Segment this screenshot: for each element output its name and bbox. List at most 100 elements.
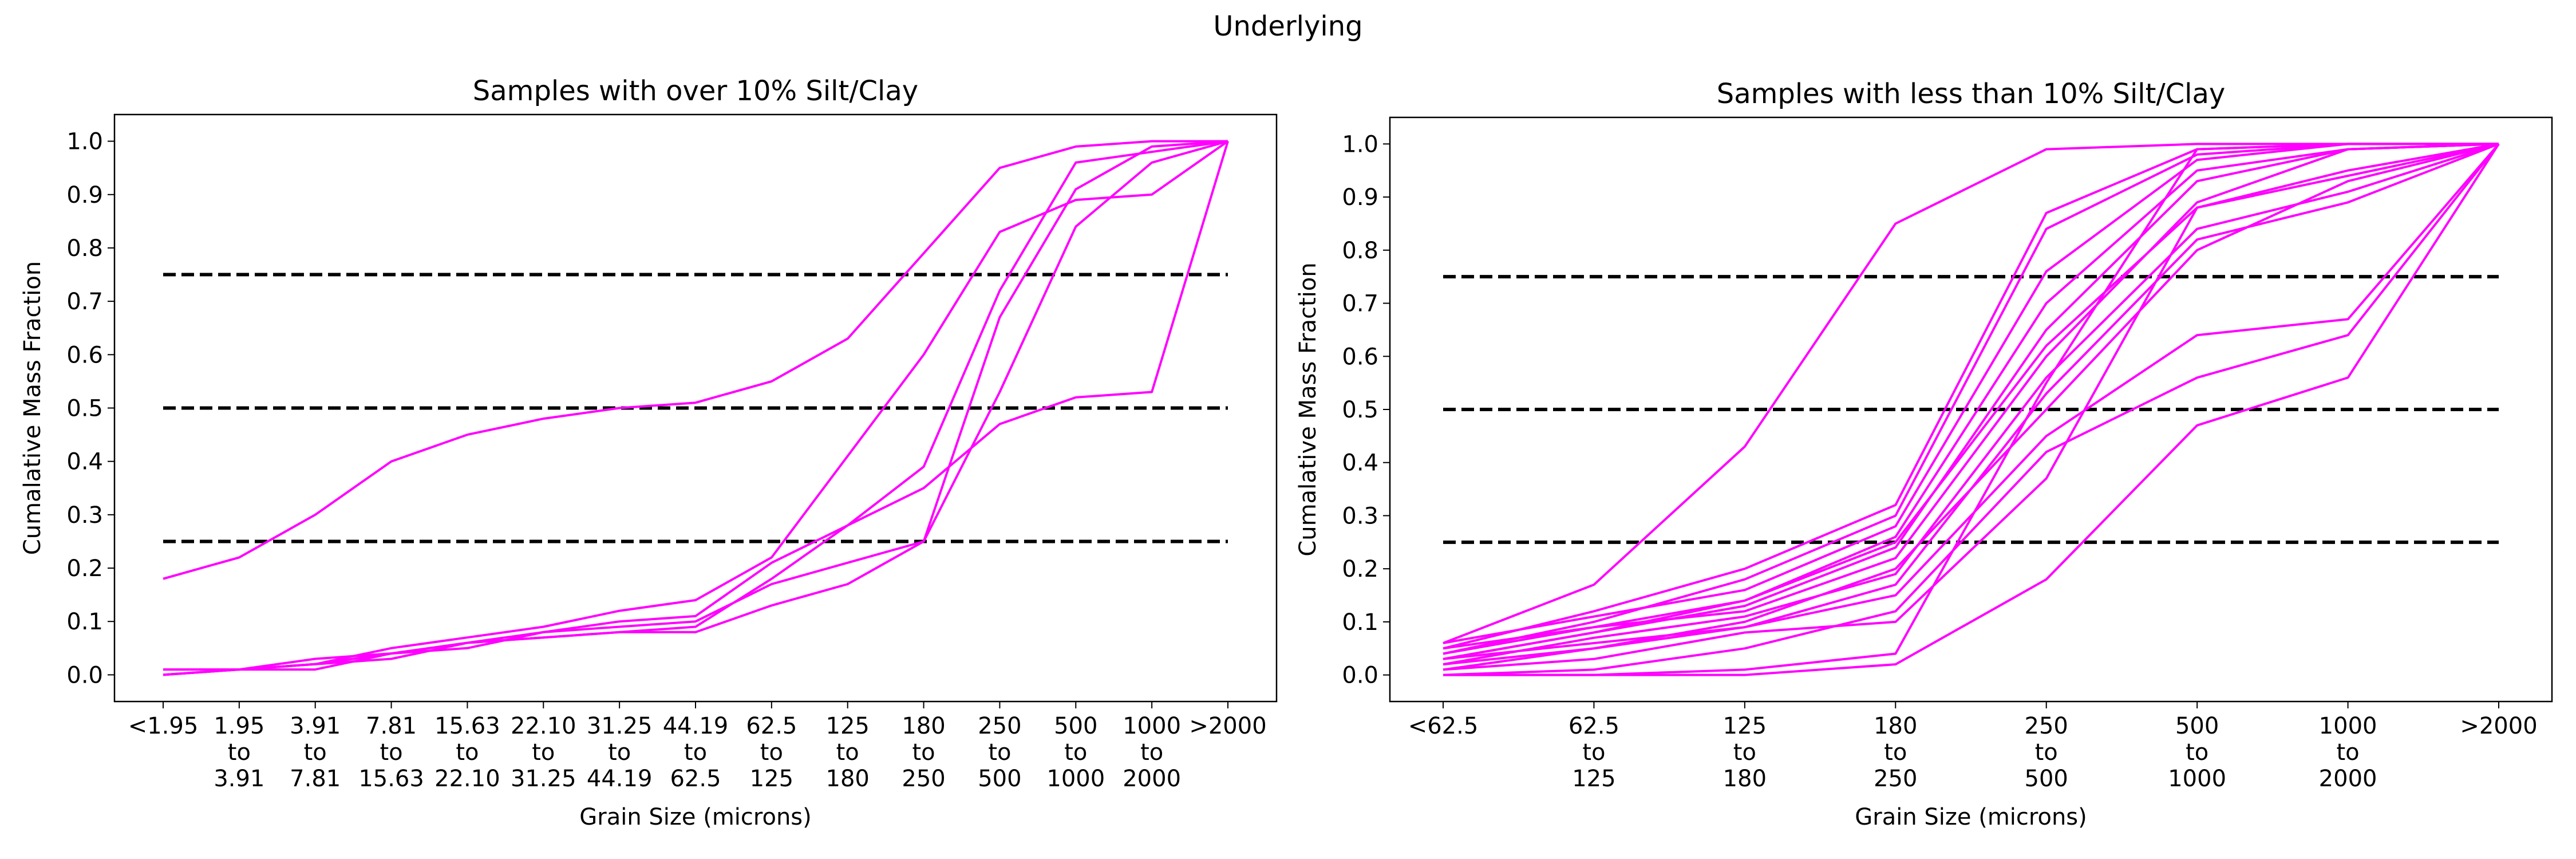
y-tick-label: 0.6 bbox=[66, 342, 103, 368]
x-tick-label: 3.91 bbox=[214, 766, 264, 792]
x-tick-label: 1000 bbox=[2319, 713, 2377, 739]
series-line bbox=[1443, 143, 2499, 671]
y-tick-label: 0.6 bbox=[1342, 344, 1378, 370]
panel-title: Samples with less than 10% Silt/Clay bbox=[1717, 78, 2226, 110]
y-tick-label: 0.3 bbox=[1342, 503, 1378, 529]
x-tick-label: 180 bbox=[902, 713, 945, 739]
x-tick-label: >2000 bbox=[2460, 713, 2537, 739]
plot-frame bbox=[113, 113, 1278, 703]
x-tick-label: 31.25 bbox=[587, 713, 653, 739]
x-tick-label: 1000 bbox=[2168, 766, 2226, 792]
series-line bbox=[1443, 143, 2499, 671]
x-tick-label: 250 bbox=[902, 766, 945, 792]
y-tick-label: 0.8 bbox=[1342, 238, 1378, 264]
x-tick-label: to bbox=[912, 739, 935, 766]
series-line bbox=[1443, 143, 2500, 676]
x-tick-label: 180 bbox=[1874, 713, 1917, 739]
y-tick-label: 0.9 bbox=[1342, 184, 1378, 211]
y-axis-label: Cumalative Mass Fraction bbox=[19, 261, 46, 555]
series-line bbox=[1443, 143, 2499, 650]
x-tick-label: to bbox=[380, 739, 402, 766]
series-line bbox=[163, 140, 1228, 676]
series-line bbox=[1443, 143, 2499, 650]
x-tick-label: <1.95 bbox=[128, 713, 199, 739]
x-axis-label: Grain Size (microns) bbox=[579, 804, 811, 830]
x-tick-label: 250 bbox=[978, 713, 1021, 739]
y-tick-label: 0.8 bbox=[66, 235, 103, 262]
series-line bbox=[1443, 143, 2499, 660]
series-line bbox=[1443, 143, 2499, 655]
plot-frame bbox=[1389, 116, 2553, 703]
x-axis-label: Grain Size (microns) bbox=[1855, 804, 2087, 830]
x-tick-label: 15.63 bbox=[434, 713, 500, 739]
x-tick-label: 125 bbox=[750, 766, 793, 792]
series-line bbox=[1443, 143, 2500, 676]
x-tick-label: 31.25 bbox=[511, 766, 576, 792]
series-line bbox=[1443, 143, 2499, 660]
x-tick-label: to bbox=[988, 739, 1011, 766]
x-tick-label: 7.81 bbox=[366, 713, 417, 739]
x-tick-label: 15.63 bbox=[358, 766, 424, 792]
x-tick-label: 500 bbox=[1054, 713, 1097, 739]
x-tick-label: 180 bbox=[1723, 766, 1767, 792]
y-tick-label: 0.2 bbox=[1342, 556, 1378, 582]
series-line bbox=[1443, 143, 2499, 644]
series-line bbox=[163, 140, 1228, 676]
x-tick-label: 500 bbox=[2025, 766, 2068, 792]
x-tick-label: 1.95 bbox=[214, 713, 264, 739]
series-line bbox=[1443, 143, 2500, 666]
x-tick-label: to bbox=[1884, 739, 1907, 766]
x-tick-label: to bbox=[2186, 739, 2208, 766]
x-tick-label: 22.10 bbox=[511, 713, 576, 739]
x-tick-label: 125 bbox=[1723, 713, 1767, 739]
x-tick-label: 180 bbox=[826, 766, 870, 792]
x-tick-label: 62.5 bbox=[670, 766, 721, 792]
y-tick-label: 0.4 bbox=[1342, 450, 1378, 476]
x-tick-label: to bbox=[608, 739, 631, 766]
series-line bbox=[163, 141, 1229, 671]
chart-panel-2: Samples with less than 10% Silt/Clay 0.0 0… bbox=[1295, 78, 2553, 830]
x-tick-label: 22.10 bbox=[434, 766, 500, 792]
x-tick-label: 7.81 bbox=[290, 766, 341, 792]
y-tick-label: 0.1 bbox=[1342, 609, 1378, 636]
x-tick-label: to bbox=[2035, 739, 2058, 766]
y-tick-label: 0.1 bbox=[66, 609, 103, 635]
x-tick-label: 44.19 bbox=[663, 713, 729, 739]
series-line bbox=[163, 140, 1229, 671]
x-tick-label: 44.19 bbox=[587, 766, 653, 792]
series-line bbox=[163, 140, 1228, 580]
x-tick-label: 1000 bbox=[1123, 713, 1181, 739]
figure-title: Underlying bbox=[1213, 10, 1363, 42]
x-tick-label: to bbox=[836, 739, 859, 766]
y-tick-label: 0.7 bbox=[1342, 291, 1378, 317]
y-tick-label: 1.0 bbox=[1342, 131, 1378, 157]
x-tick-label: to bbox=[532, 739, 555, 766]
x-tick-label: 3.91 bbox=[290, 713, 341, 739]
x-tick-label: to bbox=[1582, 739, 1605, 766]
y-tick-label: 0.7 bbox=[66, 289, 103, 315]
x-tick-label: 500 bbox=[2175, 713, 2219, 739]
x-tick-label: to bbox=[2336, 739, 2359, 766]
x-tick-label: >2000 bbox=[1189, 713, 1266, 739]
y-axis-label: Cumalative Mass Fraction bbox=[1295, 262, 1321, 556]
y-tick-label: 0.0 bbox=[66, 662, 103, 688]
y-tick-label: 0.4 bbox=[66, 449, 103, 475]
x-tick-label: to bbox=[1064, 739, 1087, 766]
x-tick-label: to bbox=[684, 739, 707, 766]
x-tick-label: 250 bbox=[2025, 713, 2068, 739]
x-tick-label: 125 bbox=[826, 713, 870, 739]
y-tick-label: 0.0 bbox=[1342, 663, 1378, 689]
y-tick-label: 0.5 bbox=[1342, 397, 1378, 423]
x-tick-label: <62.5 bbox=[1408, 713, 1479, 739]
chart-panel-1: Samples with over 10% Silt/Clay 0.0 0.1 0.2… bbox=[19, 75, 1278, 830]
y-tick-label: 1.0 bbox=[66, 129, 103, 155]
x-tick-label: 62.5 bbox=[746, 713, 797, 739]
x-tick-label: to bbox=[456, 739, 479, 766]
y-tick-label: 0.2 bbox=[66, 555, 103, 582]
x-tick-label: 2000 bbox=[2319, 766, 2377, 792]
y-tick-label: 0.9 bbox=[66, 182, 103, 208]
x-tick-label: 2000 bbox=[1123, 766, 1181, 792]
x-tick-label: to bbox=[1733, 739, 1756, 766]
y-tick-label: 0.5 bbox=[66, 396, 103, 422]
